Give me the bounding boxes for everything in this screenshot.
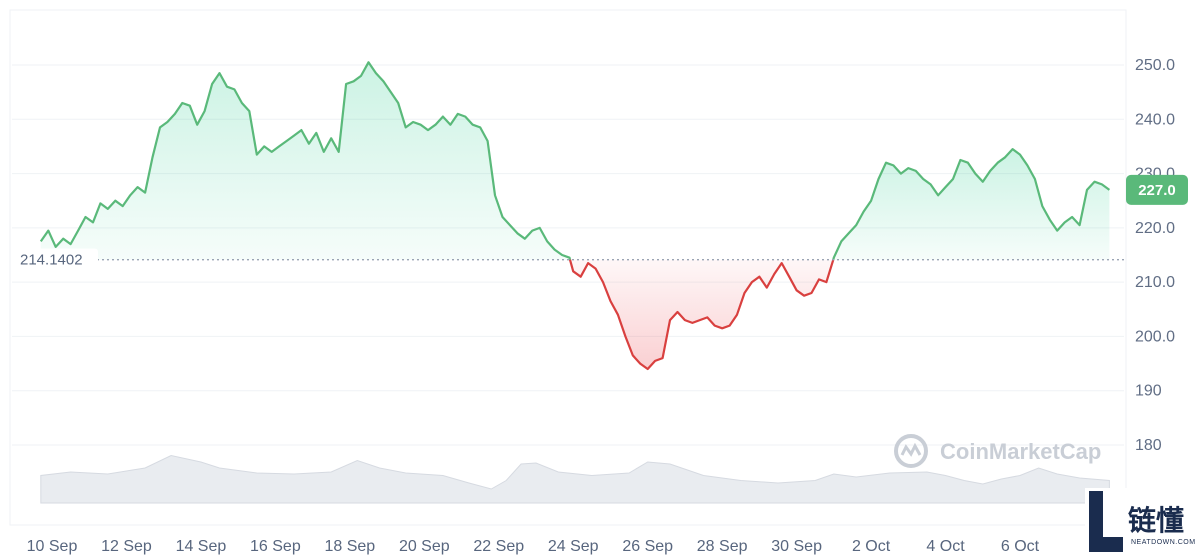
x-axis: 10 Sep 12 Sep 14 Sep 16 Sep 18 Sep 20 Sep 22 S…: [27, 538, 1099, 555]
volume-area: [40, 454, 1110, 504]
current-price-label: 227.0: [1138, 182, 1176, 199]
baseline-label: 214.1402: [20, 252, 83, 269]
x-tick-label: 2 Oct: [852, 538, 891, 555]
x-tick-label: 30 Sep: [771, 538, 822, 555]
current-price-bg: [1126, 174, 1188, 205]
price-line: [39, 61, 1111, 371]
y-tick-label: 220.0: [1135, 220, 1175, 237]
y-tick-label: 180: [1135, 437, 1162, 454]
logo-chinese-text: 链懂: [1128, 504, 1184, 537]
price-area-up: [833, 149, 1110, 260]
y-tick-label: 210.0: [1135, 274, 1175, 291]
price-area-up: [40, 62, 571, 260]
y-tick-label: 240.0: [1135, 111, 1175, 128]
logo-english-text: NEATDOWN.COM: [1131, 539, 1196, 546]
volume-shape: [40, 454, 1110, 504]
x-tick-label: 14 Sep: [176, 538, 227, 555]
x-tick-label: 6 Oct: [1001, 538, 1040, 555]
price-line-up: [39, 61, 572, 260]
watermark-text: CoinMarketCap: [940, 439, 1101, 464]
price-area-down: [570, 259, 834, 369]
y-tick-label: 200.0: [1135, 328, 1175, 345]
price-area: [40, 62, 1110, 369]
coinmarketcap-logo-icon: [894, 434, 928, 468]
x-tick-label: 10 Sep: [27, 538, 78, 555]
x-tick-label: 28 Sep: [697, 538, 748, 555]
x-tick-label: 18 Sep: [324, 538, 375, 555]
price-line-up: [832, 148, 1111, 260]
neatdown-logo: 链懂 NEATDOWN.COM: [1085, 488, 1200, 558]
y-tick-label: 250.0: [1135, 57, 1175, 74]
baseline-label-bg: [12, 248, 98, 271]
neatdown-logo-icon: [1085, 488, 1200, 558]
x-tick-label: 4 Oct: [926, 538, 965, 555]
x-tick-label: 24 Sep: [548, 538, 599, 555]
plot-frame: [9, 9, 1127, 526]
x-tick-label: 16 Sep: [250, 538, 301, 555]
coinmarketcap-watermark: CoinMarketCap: [894, 434, 1101, 468]
x-tick-label: 12 Sep: [101, 538, 152, 555]
y-tick-label: 190: [1135, 383, 1162, 400]
current-price-marker: 227.0: [1126, 174, 1188, 205]
x-tick-label: 22 Sep: [473, 538, 524, 555]
x-tick-label: 26 Sep: [622, 538, 673, 555]
price-line-down: [568, 259, 835, 371]
baseline-marker: 214.1402: [12, 248, 1124, 271]
x-tick-label: 20 Sep: [399, 538, 450, 555]
